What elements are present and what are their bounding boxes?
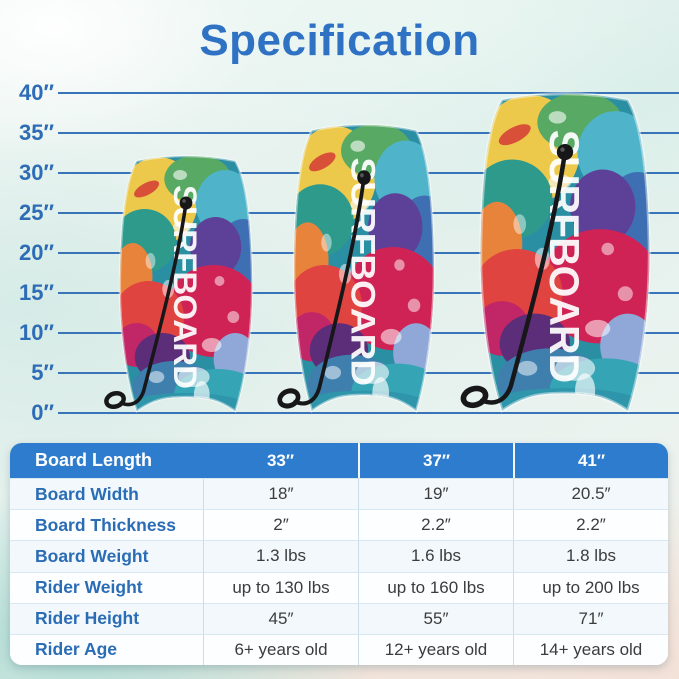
row-label: Board Thickness <box>35 514 177 535</box>
row-value: 1.6 lbs <box>358 541 513 572</box>
board-illustration-small <box>117 149 255 413</box>
ruler-label-5: 5″ <box>31 360 54 385</box>
row-value: up to 130 lbs <box>203 572 358 603</box>
table-body: Board Width 18″ 19″ 20.5″ Board Thicknes… <box>10 478 668 665</box>
row-value: 19″ <box>358 479 513 510</box>
ruler-label-35: 35″ <box>18 120 54 145</box>
header-value: 41″ <box>513 443 668 478</box>
header-value: 37″ <box>358 443 513 478</box>
row-value: 6+ years old <box>203 634 358 665</box>
ruler-label-15: 15″ <box>18 280 54 305</box>
ruler-label-30: 30″ <box>18 160 54 185</box>
row-label: Board Weight <box>35 545 149 566</box>
row-label: Rider Age <box>35 639 118 660</box>
row-value: 2.2″ <box>513 510 668 541</box>
row-value: 2″ <box>203 510 358 541</box>
table-row-rider-weight: Rider Weight up to 130 lbs up to 160 lbs… <box>10 571 668 603</box>
header-value: 33″ <box>266 450 295 470</box>
header-label: Board Length <box>35 450 152 470</box>
page-title: Specification <box>199 16 480 65</box>
ruler-label-0: 0″ <box>31 400 54 425</box>
ruler-label-40: 40″ <box>18 80 54 105</box>
row-value: 2.2″ <box>358 510 513 541</box>
table-row-board-weight: Board Weight 1.3 lbs 1.6 lbs 1.8 lbs <box>10 540 668 572</box>
ruler-label-25: 25″ <box>18 200 54 225</box>
table-row-rider-height: Rider Height 45″ 55″ 71″ <box>10 602 668 634</box>
row-label: Rider Height <box>35 608 140 629</box>
board-illustration-large <box>477 85 653 413</box>
row-value: 14+ years old <box>513 634 668 665</box>
row-value: 55″ <box>358 603 513 634</box>
spec-table: Board Length 33″ 37″ 41″ Board Width 18″… <box>10 443 668 665</box>
row-value: 1.3 lbs <box>203 541 358 572</box>
row-value: 12+ years old <box>358 634 513 665</box>
board-illustration-medium <box>291 117 437 413</box>
row-label: Board Width <box>35 483 139 504</box>
ruler-line-0 <box>58 412 679 414</box>
row-label: Rider Weight <box>35 577 143 598</box>
ruler-line-40 <box>58 92 679 94</box>
table-row-board-width: Board Width 18″ 19″ 20.5″ <box>10 478 668 510</box>
table-row-board-thickness: Board Thickness 2″ 2.2″ 2.2″ <box>10 509 668 541</box>
row-value: up to 200 lbs <box>513 572 668 603</box>
ruler-label-20: 20″ <box>18 240 54 265</box>
row-value: 20.5″ <box>513 479 668 510</box>
row-value: 18″ <box>203 479 358 510</box>
row-value: 1.8 lbs <box>513 541 668 572</box>
ruler-label-10: 10″ <box>18 320 54 345</box>
table-row-rider-age: Rider Age 6+ years old 12+ years old 14+… <box>10 633 668 665</box>
row-value: 71″ <box>513 603 668 634</box>
row-value: up to 160 lbs <box>358 572 513 603</box>
row-value: 45″ <box>203 603 358 634</box>
table-header-row: Board Length 33″ 37″ 41″ <box>10 443 668 478</box>
